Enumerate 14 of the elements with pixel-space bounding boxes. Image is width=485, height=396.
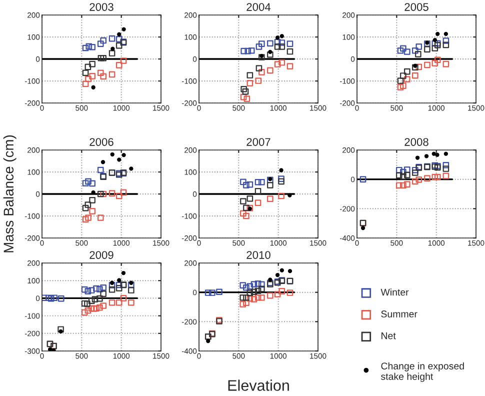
x-axis-title: Elevation <box>228 380 289 391</box>
chart-title: 2006 <box>90 138 114 146</box>
chart-title: 2005 <box>404 3 428 11</box>
chart-title: 2010 <box>246 251 270 259</box>
legend-label: Change in exposed stake height <box>380 362 464 382</box>
chart-title: 2008 <box>404 138 428 146</box>
y-axis-title: Mass Balance (cm) <box>3 135 16 252</box>
chart-title: 2004 <box>246 3 271 11</box>
legend-label: Net <box>382 332 396 340</box>
legend-label: Winter <box>380 288 409 296</box>
legend-label: Summer <box>381 310 418 318</box>
chart-title: 2009 <box>90 251 114 259</box>
chart-title: 2003 <box>90 3 114 11</box>
chart-title: 2007 <box>246 138 270 146</box>
